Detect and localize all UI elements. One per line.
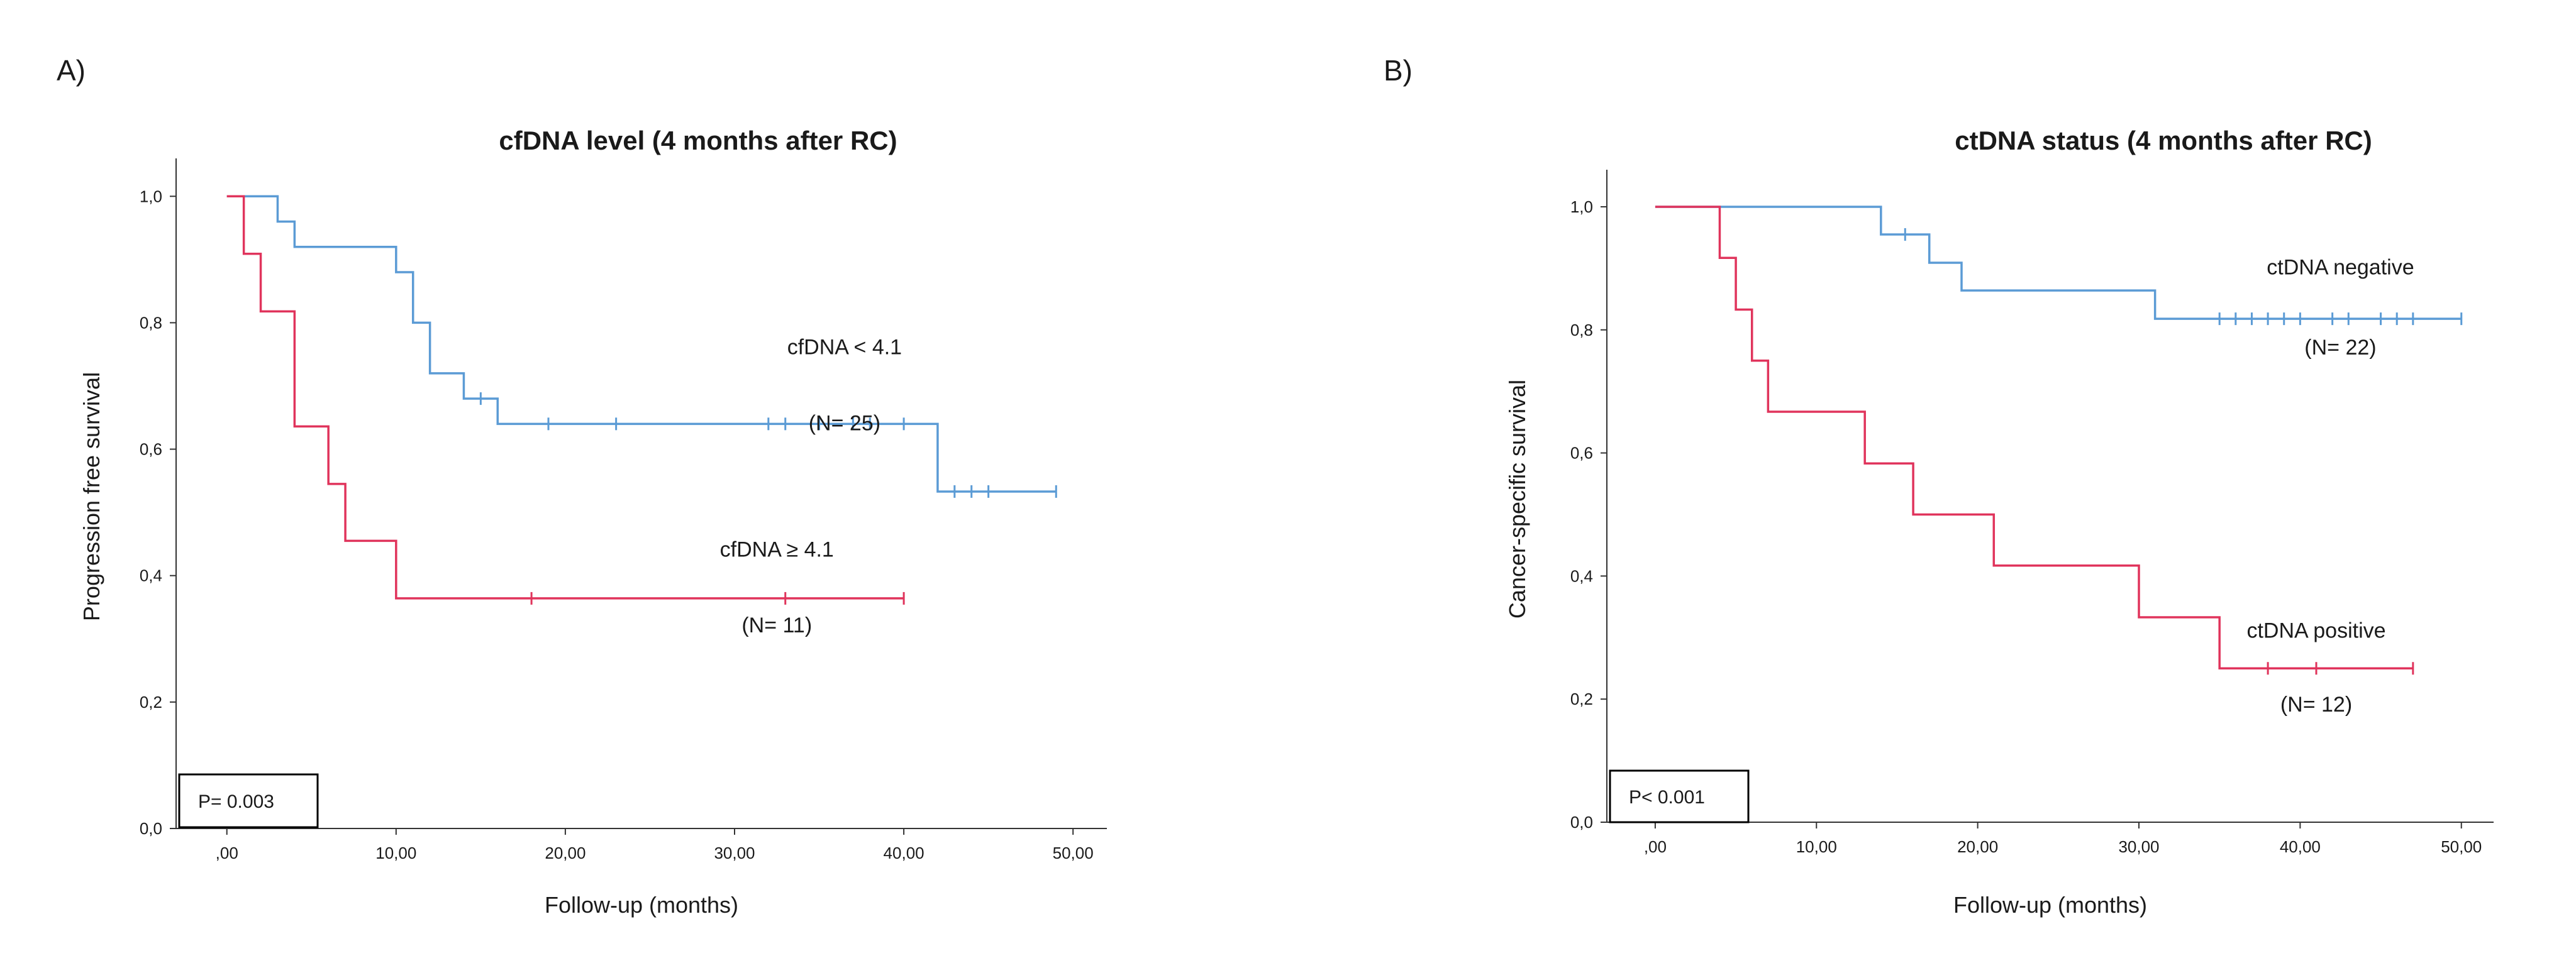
survival-step-line (1655, 206, 2413, 669)
y-tick-label: 0,4 (1570, 566, 1593, 585)
y-tick-label: 0,0 (1570, 813, 1593, 832)
y-tick-label: 0,8 (1570, 321, 1593, 339)
x-tick-label: 30,00 (2118, 837, 2159, 856)
p-value-box (178, 773, 319, 828)
chart-title: ctDNA status (4 months after RC) (1955, 126, 2372, 155)
series-n-label: (N= 11) (741, 614, 812, 637)
series-label: cfDNA ≥ 4.1 (720, 538, 834, 562)
chart-title: cfDNA level (4 months after RC) (499, 126, 897, 155)
survival-series-high: ctDNA positive (N= 12) (1655, 206, 2414, 717)
x-tick-label: 40,00 (884, 844, 924, 862)
series-label: ctDNA negative (2267, 256, 2414, 280)
y-tick-label: 0,4 (140, 566, 162, 585)
x-axis-label: Follow-up (months) (1953, 892, 2147, 918)
x-tick-label: 20,00 (545, 844, 586, 862)
x-tick-label: 50,00 (2441, 837, 2482, 856)
series-label: ctDNA positive (2246, 619, 2385, 642)
y-axis-label: Cancer-specific survival (1504, 380, 1530, 619)
chart-panel-a: A) cfDNA level (4 months after RC) 0,0 0,2 0… (57, 54, 1107, 918)
x-axis-label: Follow-up (months) (545, 892, 738, 918)
series-n-label: (N= 25) (809, 411, 880, 435)
x-tick-label: 40,00 (2280, 837, 2321, 856)
panel-label: B) (1384, 54, 1413, 87)
survival-series-low: cfDNA < 4.1 (N= 25) (226, 195, 1057, 498)
p-value-text: P< 0.001 (1629, 787, 1705, 808)
y-tick-label: 1,0 (1570, 197, 1593, 216)
survival-series-high: cfDNA ≥ 4.1 (N= 11) (226, 195, 905, 637)
y-tick-label: 0,2 (1570, 690, 1593, 708)
y-tick-label: 0,6 (140, 440, 162, 459)
p-value-box (1609, 769, 1750, 823)
y-tick-label: 0,2 (140, 693, 162, 712)
y-axis-label: Progression free survival (79, 372, 104, 621)
p-value-text: P= 0.003 (198, 791, 274, 812)
chart-panel-b: B) ctDNA status (4 months after RC) 0,0 0,2… (1384, 54, 2494, 918)
survival-step-line (226, 195, 904, 600)
x-tick-label: 50,00 (1053, 844, 1094, 862)
series-label: cfDNA < 4.1 (787, 336, 902, 360)
y-tick-label: 0,0 (140, 819, 162, 838)
series-n-label: (N= 22) (2304, 336, 2376, 360)
x-tick-label: 10,00 (1796, 837, 1837, 856)
series-n-label: (N= 12) (2280, 693, 2352, 717)
x-tick-label: 10,00 (375, 844, 416, 862)
x-tick-label: 20,00 (1957, 837, 1998, 856)
panel-label: A) (57, 54, 86, 87)
y-tick-label: 0,8 (140, 313, 162, 332)
x-tick-label: 30,00 (714, 844, 755, 862)
survival-step-line (1655, 206, 2462, 320)
survival-step-line (226, 195, 1057, 493)
x-tick-label: ,00 (216, 844, 238, 862)
survival-series-low: ctDNA negative (N= 22) (1655, 206, 2463, 360)
x-tick-label: ,00 (1644, 837, 1667, 856)
y-tick-label: 0,6 (1570, 444, 1593, 463)
y-tick-label: 1,0 (140, 187, 162, 206)
